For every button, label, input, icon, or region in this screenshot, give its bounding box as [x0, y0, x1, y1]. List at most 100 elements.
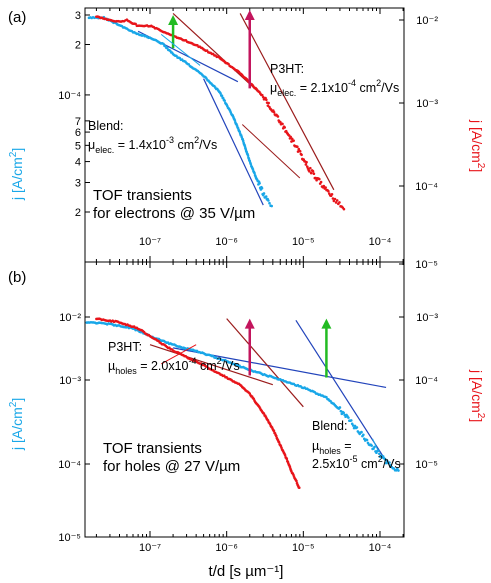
data-point [281, 123, 284, 126]
panel-b-title-line1: TOF transients [103, 440, 202, 457]
arrow-head [245, 10, 255, 20]
panel-a-right-ylabel: j [A/cm2] [469, 119, 486, 172]
panel-a-label: (a) [8, 9, 26, 26]
data-point [347, 416, 350, 419]
panel-b-plot: 10⁻⁷ 10⁻⁶ 10⁻⁵ 10⁻⁴ 10⁻² 10⁻³ 10⁻⁴ 10⁻⁵ 10⁻⁵ 10⁻³… [58, 259, 438, 554]
panel-a-blend-name: Blend: [88, 119, 123, 133]
data-point [300, 153, 303, 156]
data-point [310, 172, 313, 175]
panel-a-title-line1: TOF transients [93, 187, 192, 204]
y-tick-label-left: 10⁻⁴ [58, 459, 81, 471]
data-point [267, 102, 270, 105]
x-axis-label: t/d [s µm⁻¹] [209, 563, 284, 580]
data-point [350, 419, 353, 422]
panel-a-frame [85, 8, 404, 262]
data-point [258, 182, 261, 185]
x-tick-label: 10⁻⁶ [215, 542, 238, 554]
p3ht-fit-1 [173, 13, 257, 90]
x-tick-label: 10⁻⁴ [369, 236, 392, 248]
data-point [360, 431, 363, 434]
y-tick-label-right: 10⁻⁴ [415, 181, 438, 193]
data-point [305, 161, 308, 164]
x-tick-label: 10⁻⁴ [369, 542, 392, 554]
y-tick-label-right: 10⁻⁵ [415, 459, 438, 471]
y-tick-label-left: 5 [75, 140, 81, 152]
data-point [320, 181, 323, 184]
y-tick-label-right: 10⁻³ [416, 98, 438, 110]
data-point [268, 202, 271, 205]
svg-text:j [A/cm2]: j [A/cm2] [469, 369, 486, 422]
x-tick-label: 10⁻⁵ [292, 236, 315, 248]
data-point [343, 208, 346, 211]
data-point [277, 115, 280, 118]
data-point [309, 167, 312, 170]
panel-a-plot: 10⁻⁷ 10⁻⁶ 10⁻⁵ 10⁻⁴ 2 3 4 567 10⁻⁴ 2 3 10⁻⁴ 10⁻³ 10⁻² [58, 8, 438, 262]
data-point [296, 145, 299, 148]
data-point [223, 99, 226, 102]
arrow-head [321, 319, 331, 329]
data-point [370, 444, 373, 447]
panel-b-p3ht-name: P3HT: [108, 340, 142, 354]
y-tick-label-left: 10⁻⁴ [58, 90, 81, 102]
svg-text:j [A/cm2]: j [A/cm2] [469, 119, 486, 172]
data-point [263, 192, 266, 195]
x-tick-label: 10⁻⁵ [292, 542, 315, 554]
y-tick-label-right: 10⁻⁵ [415, 259, 438, 271]
y-tick-label-left: 6 [75, 127, 81, 139]
panel-b-blend-name: Blend: [312, 419, 347, 433]
panel-b-frame [85, 262, 404, 537]
panel-a-left-ylabel: j [A/cm2] [8, 148, 25, 201]
arrow-head [245, 319, 255, 329]
data-point [313, 172, 316, 175]
data-point [336, 199, 339, 202]
y-tick-label-left: 4 [75, 157, 81, 169]
data-point [270, 205, 273, 208]
y-tick-label-right: 10⁻² [416, 15, 438, 27]
data-point [283, 126, 286, 129]
panel-b-blend-mobility-line1: µholes = [312, 439, 352, 456]
y-tick-label-left: 7 [75, 116, 81, 128]
data-point [318, 178, 321, 181]
panel-a-blend-mobility: μelec. = 1.4x10-3 cm2/Vs [88, 135, 217, 155]
data-point [253, 172, 256, 175]
y-tick-label-left: 10⁻³ [59, 375, 81, 387]
panel-b-label: (b) [8, 269, 26, 286]
y-tick-label-left: 2 [75, 39, 81, 51]
data-point [339, 406, 342, 409]
x-tick-label: 10⁻⁷ [139, 236, 161, 248]
data-point [356, 426, 359, 429]
panel-b-blend-mobility-line2: 2.5x10-5 cm2/Vs [312, 454, 401, 471]
data-point [265, 98, 268, 101]
y-tick-label-right: 10⁻³ [416, 312, 438, 324]
y-tick-label-left: 2 [75, 207, 81, 219]
panel-a-p3ht-name: P3HT: [270, 62, 304, 76]
data-point [273, 111, 276, 114]
svg-text:j [A/cm2]: j [A/cm2] [8, 398, 25, 451]
data-point [286, 458, 289, 461]
data-point [334, 198, 337, 201]
data-point [298, 486, 301, 489]
data-point [299, 150, 302, 153]
data-point [292, 139, 295, 142]
data-point [265, 195, 268, 198]
x-tick-label: 10⁻⁷ [139, 542, 161, 554]
panel-a-p3ht-mobility: μelec. = 2.1x10-4 cm2/Vs [270, 78, 399, 98]
data-point [362, 433, 365, 436]
panel-a-title-line2: for electrons @ 35 V/µm [93, 205, 255, 222]
panel-b-right-ylabel: j [A/cm2] [469, 369, 486, 422]
data-point [338, 201, 341, 204]
data-point [366, 439, 369, 442]
data-point [305, 163, 308, 166]
data-point [267, 199, 270, 202]
data-point [324, 186, 327, 189]
y-tick-label-left: 3 [75, 10, 81, 22]
y-tick-label-right: 10⁻⁴ [415, 375, 438, 387]
data-point [261, 187, 264, 190]
y-tick-label-left: 3 [75, 178, 81, 190]
svg-text:j [A/cm2]: j [A/cm2] [8, 148, 25, 201]
y-tick-label-left: 10⁻² [59, 312, 81, 324]
data-point [331, 193, 334, 196]
x-tick-label: 10⁻⁶ [215, 236, 238, 248]
p3ht-fit-2 [240, 13, 334, 189]
